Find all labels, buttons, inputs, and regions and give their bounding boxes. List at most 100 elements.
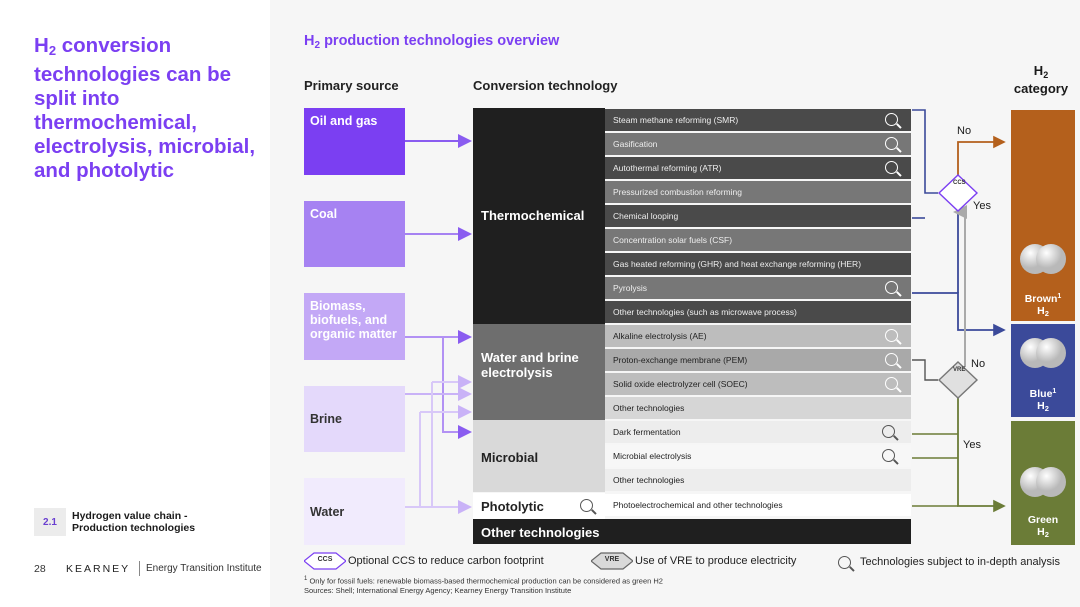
tech-ghr-her: Gas heated reforming (GHR) and heat exch…	[605, 253, 911, 275]
vre-diamond	[937, 361, 979, 399]
left-panel	[0, 0, 270, 607]
group-electrolysis: Water and brine electrolysis	[473, 324, 605, 420]
arrow-ccs-brown	[957, 135, 1006, 180]
legend-vre-text: Use of VRE to produce electricity	[635, 555, 797, 567]
green-h2-molecule-icon	[1019, 463, 1067, 501]
ae-search-icon	[885, 329, 898, 342]
line-pyrolysis-blue	[912, 292, 1006, 337]
green-name: Green	[1027, 514, 1059, 526]
vre-diamond-label: VRE	[953, 367, 966, 373]
brown-name: Brown	[1024, 293, 1058, 305]
legend-ccs-tag: CCS	[317, 556, 333, 563]
tech-pem: Proton-exchange membrane (PEM)	[605, 349, 911, 371]
ccs-diamond	[937, 174, 979, 212]
page-headline: H2 conversion technologies can be split …	[34, 34, 264, 183]
source-water: Water	[304, 478, 405, 545]
legend-analysis-text: Technologies subject to in-depth analysi…	[860, 556, 1060, 568]
legend-ccs-text: Optional CCS to reduce carbon footprint	[348, 555, 544, 567]
tech-soec: Solid oxide electrolyzer cell (SOEC)	[605, 373, 911, 395]
source-coal: Coal	[304, 201, 405, 267]
source-biomass: Biomass, biofuels, and organic matter	[304, 293, 405, 360]
section-number: 2.1	[34, 508, 66, 536]
brown-label: Brown1 H2	[1011, 291, 1075, 320]
legend-search-icon	[838, 556, 851, 569]
legend-ccs-icon	[304, 552, 346, 570]
group-other-technologies: Other technologies	[473, 519, 911, 544]
diagram-title-text: production technologies overview	[320, 33, 560, 49]
photolytic-search-icon	[580, 499, 593, 512]
conversion-technology-header: Conversion technology	[473, 78, 618, 93]
footnote-1: Only for fossil fuels: renewable biomass…	[309, 576, 663, 586]
brown-footnote-mark: 1	[1057, 293, 1062, 300]
group-thermochemical: Thermochemical	[473, 108, 605, 324]
microbial-electrolysis-search-icon	[882, 449, 895, 462]
tech-pyrolysis: Pyrolysis	[605, 277, 911, 299]
arrow-biomass	[405, 336, 472, 439]
category-header-subscript: 2	[1043, 70, 1049, 80]
tech-gasification: Gasification	[605, 133, 911, 155]
tech-pressurized-combustion: Pressurized combustion reforming	[605, 181, 911, 203]
footnotes: 1 Only for fossil fuels: renewable bioma…	[304, 575, 663, 595]
blue-h: H	[1037, 400, 1045, 412]
atr-search-icon	[885, 161, 898, 174]
headline-h: H	[34, 34, 49, 57]
vre-no-label: No	[971, 358, 986, 370]
blue-subscript: 2	[1044, 404, 1049, 413]
source-brine: Brine	[304, 386, 405, 452]
legend-vre-icon	[591, 552, 633, 570]
blue-label: Blue1 H2	[1011, 386, 1075, 415]
dark-fermentation-search-icon	[882, 425, 895, 438]
category-header-text: category	[1013, 81, 1069, 96]
vre-yes-label: Yes	[963, 439, 981, 451]
tech-microbial-electrolysis: Microbial electrolysis	[605, 445, 911, 467]
h2-category-header: H2 category	[1006, 64, 1076, 96]
blue-name: Blue	[1029, 388, 1053, 400]
ccs-yes-label: Yes	[973, 200, 991, 212]
tech-dark-fermentation: Dark fermentation	[605, 421, 911, 443]
category-brown: Brown1 H2	[1011, 110, 1075, 321]
category-header-h: H	[1033, 63, 1044, 78]
tech-other-thermo: Other technologies (such as microwave pr…	[605, 301, 911, 323]
kearney-logo: KEARNEY	[66, 563, 131, 575]
pem-search-icon	[885, 353, 898, 366]
green-h: H	[1037, 526, 1045, 538]
tech-chemical-looping: Chemical looping	[605, 205, 911, 227]
primary-source-header: Primary source	[304, 78, 399, 93]
green-subscript: 2	[1044, 530, 1049, 539]
brown-h: H	[1037, 305, 1045, 317]
diagram-title-subscript: 2	[314, 40, 321, 51]
legend-vre-tag: VRE	[604, 556, 620, 563]
sources-line: Sources: Shell; International Energy Age…	[304, 585, 572, 595]
blue-h2-molecule-icon	[1019, 334, 1067, 372]
institute-name: Energy Transition Institute	[146, 563, 262, 574]
tech-smr: Steam methane reforming (SMR)	[605, 109, 911, 131]
green-label: Green H2	[1011, 514, 1075, 541]
section-tag[interactable]: 2.1 Hydrogen value chain - Production te…	[34, 508, 222, 536]
gasification-search-icon	[885, 137, 898, 150]
line-thermo-ccs	[912, 109, 938, 194]
headline-text: conversion technologies can be split int…	[34, 34, 256, 182]
diagram-title-h: H	[304, 33, 315, 49]
source-oil-and-gas: Oil and gas	[304, 108, 405, 175]
ccs-no-label: No	[957, 125, 972, 137]
tech-csf: Concentration solar fuels (CSF)	[605, 229, 911, 251]
footnote-marker: 1	[304, 576, 308, 582]
diagram-title: H2 production technologies overview	[304, 33, 559, 51]
tech-other-electrolysis: Other technologies	[605, 397, 911, 419]
blue-footnote-mark: 1	[1052, 388, 1057, 395]
tech-atr: Autothermal reforming (ATR)	[605, 157, 911, 179]
category-blue: Blue1 H2	[1011, 324, 1075, 417]
pyrolysis-search-icon	[885, 281, 898, 294]
page-number: 28	[34, 563, 46, 575]
tech-other-microbial: Other technologies	[605, 469, 911, 491]
tech-alkaline-electrolysis: Alkaline electrolysis (AE)	[605, 325, 911, 347]
smr-search-icon	[885, 113, 898, 126]
brown-h2-molecule-icon	[1019, 240, 1067, 278]
soec-search-icon	[885, 377, 898, 390]
tech-photoelectrochemical: Photoelectrochemical and other technolog…	[605, 494, 911, 516]
line-electro-vre	[912, 359, 938, 381]
section-title: Hydrogen value chain - Production techno…	[72, 510, 196, 534]
category-green: Green H2	[1011, 421, 1075, 545]
headline-subscript: 2	[48, 43, 57, 58]
